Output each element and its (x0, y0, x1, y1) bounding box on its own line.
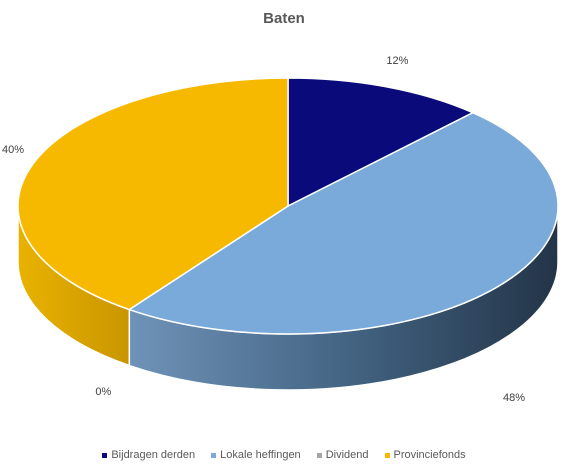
legend-label: Provinciefonds (393, 449, 466, 461)
pie-top-faces (17, 77, 559, 335)
legend: Bijdragen derden Lokale heffingen Divide… (0, 449, 568, 461)
pie-slice-bijdragen-derden (287, 77, 475, 208)
pie-slice-lokale-heffingen (127, 111, 559, 335)
legend-item-provinciefonds: Provinciefonds (384, 449, 466, 461)
chart-title: Baten (263, 10, 305, 27)
legend-item-lokale-heffingen: Lokale heffingen (211, 449, 301, 461)
data-label-lokale-heffingen: 48% (503, 391, 526, 404)
legend-item-dividend: Dividend (316, 449, 369, 461)
data-label-provinciefonds: 40% (2, 144, 25, 157)
legend-swatch (102, 452, 108, 458)
data-label-dividend: 0% (95, 385, 112, 398)
legend-swatch (211, 452, 217, 458)
legend-swatch (316, 452, 322, 458)
legend-swatch (384, 452, 390, 458)
legend-item-bijdragen-derden: Bijdragen derden (102, 449, 195, 461)
legend-label: Bijdragen derden (111, 449, 196, 461)
legend-label: Dividend (325, 449, 369, 461)
data-label-bijdragen-derden: 12% (386, 55, 409, 68)
pie-slice-provinciefonds (17, 77, 289, 311)
legend-label: Lokale heffingen (220, 449, 301, 461)
